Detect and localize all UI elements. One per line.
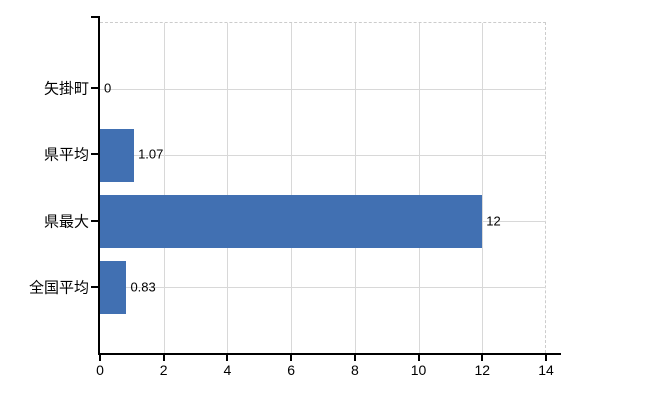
y-axis-top-tick <box>91 16 100 18</box>
y-axis-tick <box>91 87 100 90</box>
x-axis-tick-label: 10 <box>410 362 427 378</box>
bar-3 <box>100 195 483 249</box>
x-axis-tick <box>353 355 356 361</box>
x-axis-tick <box>417 355 420 361</box>
x-axis-tick <box>162 355 165 361</box>
y-axis-tick <box>91 219 100 222</box>
category-label: 県最大 <box>43 213 89 231</box>
horizontal-gridline <box>100 154 546 156</box>
category-label: 全国平均 <box>28 279 89 297</box>
vertical-gridline <box>227 23 229 354</box>
bar-4 <box>100 261 127 315</box>
horizontal-gridline <box>100 88 546 90</box>
bar-2 <box>100 128 135 182</box>
vertical-gridline <box>418 23 420 354</box>
category-label: 県平均 <box>43 146 89 164</box>
x-axis-tick <box>290 355 293 361</box>
category-label: 矢掛町 <box>43 80 89 98</box>
bar-value-label: 1.07 <box>138 146 164 162</box>
x-axis-tick <box>481 355 484 361</box>
x-axis-tick-label: 0 <box>96 362 104 378</box>
x-axis-tick <box>99 355 101 361</box>
x-axis-tick <box>545 355 547 361</box>
x-axis-tick-label: 4 <box>223 362 232 378</box>
vertical-gridline <box>291 23 293 354</box>
vertical-gridline <box>354 23 356 354</box>
bar-value-label: 0.83 <box>130 279 156 295</box>
y-axis-line <box>98 16 100 355</box>
y-axis-tick <box>91 153 100 156</box>
x-axis-tick-label: 8 <box>350 362 359 378</box>
x-axis-tick-label: 6 <box>287 362 296 378</box>
bar-value-label: 12 <box>486 213 501 229</box>
horizontal-gridline <box>100 287 546 289</box>
vertical-gridline <box>163 23 165 354</box>
bar-value-label: 0 <box>104 80 112 96</box>
plot-area <box>100 22 546 354</box>
x-axis-tick-label: 14 <box>538 362 554 378</box>
x-axis-tick-label: 12 <box>474 362 491 378</box>
x-axis-line <box>98 353 561 355</box>
y-axis-tick <box>91 285 100 288</box>
x-axis-tick <box>226 355 229 361</box>
x-axis-tick-label: 2 <box>159 362 168 378</box>
vertical-gridline <box>482 23 484 354</box>
